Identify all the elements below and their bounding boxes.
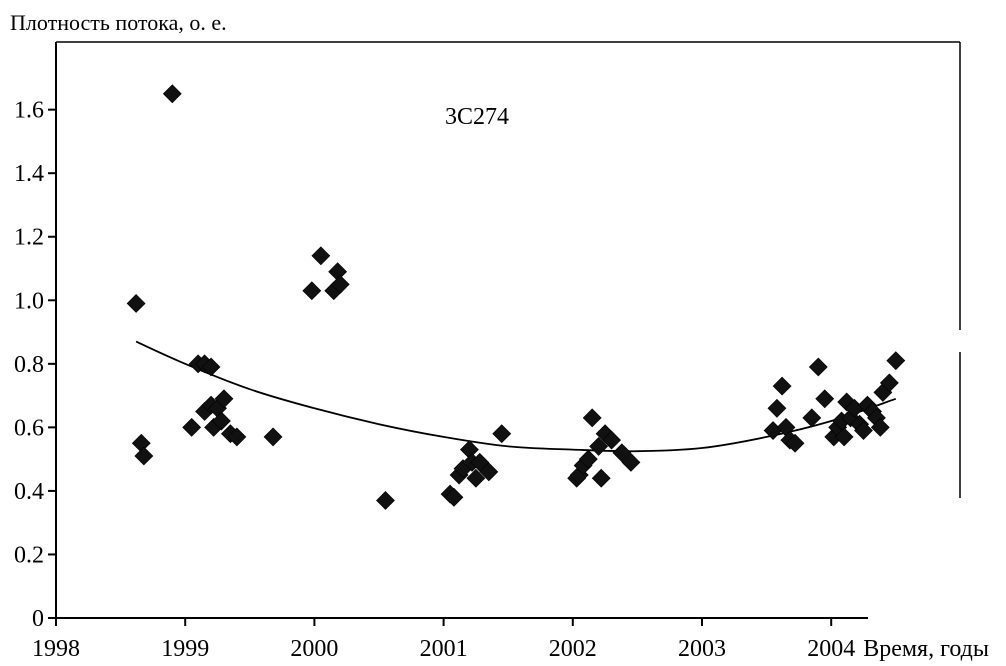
data-point [767,398,787,418]
data-point [870,417,890,437]
data-point [211,411,231,431]
x-tick-label: 2003 [678,636,726,662]
data-point [582,408,602,428]
data-point [214,389,234,409]
data-point [376,491,395,510]
data-point [854,421,873,440]
y-tick-label: 0.6 [14,415,44,441]
data-point [589,437,609,456]
data-point [444,487,464,507]
trend-curve-group [135,340,897,453]
data-point [602,430,621,450]
data-point [201,357,221,377]
data-point [126,294,146,313]
data-point [227,427,247,447]
data-point [311,246,331,266]
plot-frame [55,41,961,619]
x-axis-title: Время, годы [863,636,989,662]
data-point [591,468,611,488]
x-tick-label: 2001 [420,636,468,662]
x-tick-label: 1998 [32,636,80,662]
data-point [815,389,835,409]
y-tick-label: 0.2 [14,542,44,568]
data-points [126,84,906,510]
x-tick-label: 2002 [549,636,597,662]
y-tick-label: 1.0 [14,288,44,314]
y-tick-label: 1.6 [14,98,44,124]
data-point [802,408,822,428]
data-point [479,462,499,482]
data-point [808,357,828,377]
y-tick-label: 1.4 [14,161,44,187]
y-axis: 0 0.2 0.4 0.6 0.8 1.0 1.2 1.4 1.6 [14,98,56,632]
data-point [470,452,490,472]
y-tick-label: 0 [32,606,44,632]
y-tick-label: 1.2 [14,225,44,251]
trend-curve [135,340,897,453]
y-tick-label: 0.8 [14,352,44,378]
data-point [263,427,283,447]
data-point [772,376,792,396]
x-axis: 1998 1999 2000 2001 2002 2003 2004 [32,618,855,662]
data-point [621,452,641,472]
data-point [879,373,899,393]
x-tick-label: 2000 [290,636,338,662]
data-point [834,427,854,447]
data-point [785,433,805,453]
data-point [492,424,512,444]
data-point [886,351,906,371]
y-axis-title: Плотность потока, о. е. [10,10,227,35]
data-point [466,468,486,488]
series-annotation: 3C274 [445,104,509,130]
data-point [302,281,322,301]
data-point [612,443,632,463]
y-tick-label: 0.4 [14,479,44,505]
data-point [134,446,154,466]
x-tick-label: 1999 [161,636,209,662]
data-point [330,274,350,294]
x-tick-label: 2004 [807,636,855,662]
data-point [578,449,598,469]
data-point [162,84,182,104]
data-point [182,417,202,437]
